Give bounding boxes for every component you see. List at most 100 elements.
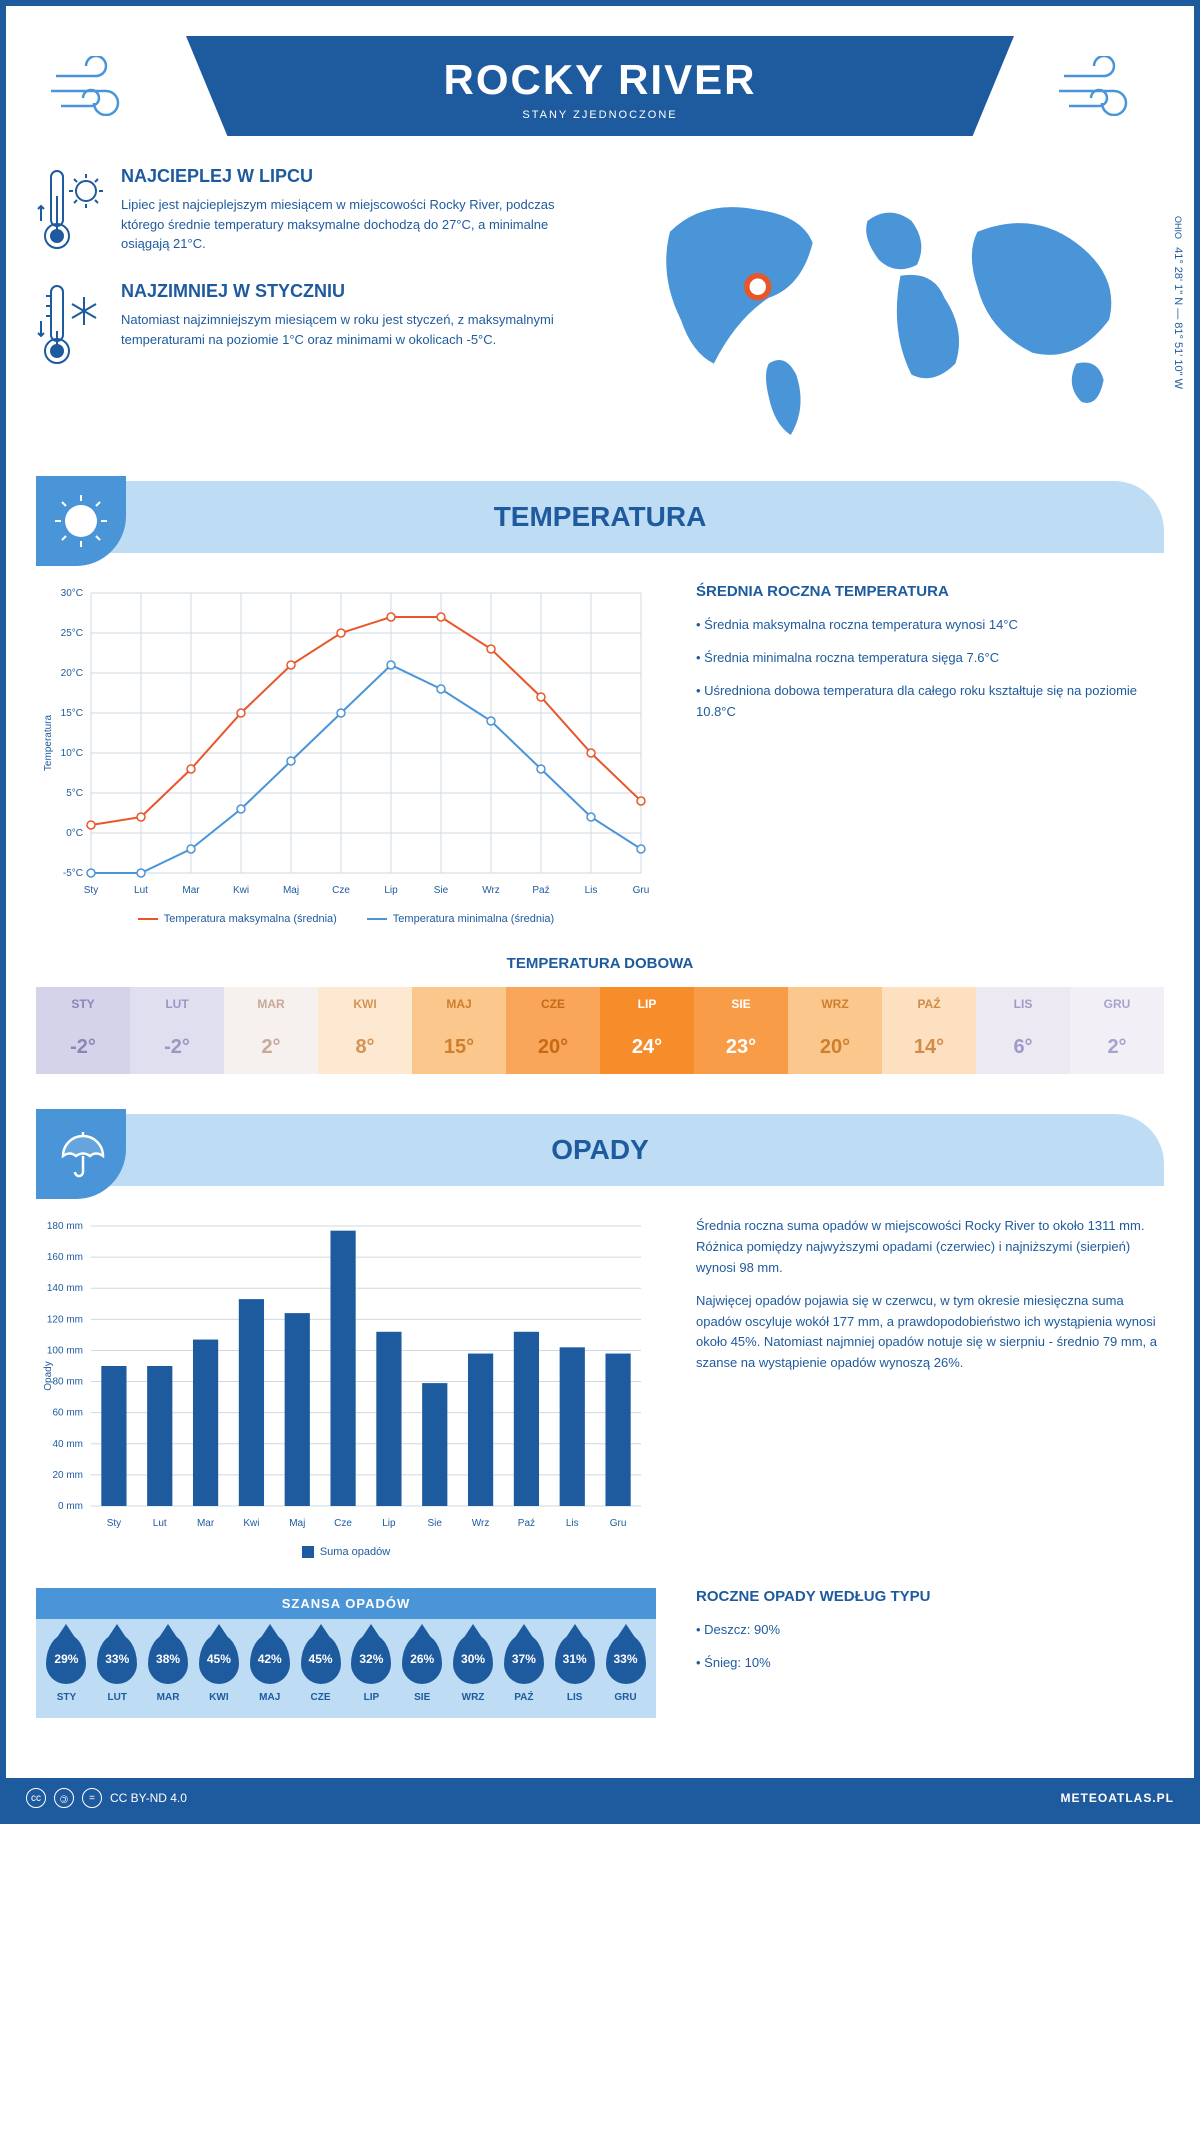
temp-cell-month: MAR — [224, 987, 318, 1021]
warmest-text: Lipiec jest najcieplejszym miesiącem w m… — [121, 195, 585, 254]
latlon-label: 41° 28' 1" N — 81° 51' 10" W — [1172, 247, 1184, 389]
daily-temp-table: STY-2°LUT-2°MAR2°KWI8°MAJ15°CZE20°LIP24°… — [36, 987, 1164, 1074]
temp-cell: PAŹ14° — [882, 987, 976, 1074]
site-name: METEOATLAS.PL — [1061, 1791, 1174, 1805]
svg-text:Kwi: Kwi — [243, 1518, 259, 1529]
sun-icon — [36, 476, 126, 566]
coordinates: OHIO 41° 28' 1" N — 81° 51' 10" W — [1172, 216, 1184, 389]
world-map: OHIO 41° 28' 1" N — 81° 51' 10" W — [615, 166, 1164, 451]
rain-drop: 38% — [148, 1634, 188, 1684]
temp-cell-value: 15° — [412, 1021, 506, 1074]
rain-drop: 26% — [402, 1634, 442, 1684]
svg-text:Mar: Mar — [182, 885, 200, 896]
temp-cell-value: -2° — [36, 1021, 130, 1074]
temp-cell: CZE20° — [506, 987, 600, 1074]
svg-text:Lip: Lip — [382, 1518, 396, 1529]
temp-cell-value: 8° — [318, 1021, 412, 1074]
svg-text:Lis: Lis — [566, 1518, 579, 1529]
wind-icon — [46, 56, 146, 116]
svg-text:30°C: 30°C — [61, 588, 83, 599]
svg-text:100 mm: 100 mm — [47, 1346, 83, 1357]
svg-text:Sie: Sie — [428, 1518, 443, 1529]
temp-info-b1: • Średnia maksymalna roczna temperatura … — [696, 615, 1164, 636]
cc-icon: cc — [26, 1788, 46, 1808]
svg-text:Opady: Opady — [43, 1362, 54, 1391]
drop-month: WRZ — [448, 1692, 499, 1703]
temp-info: ŚREDNIA ROCZNA TEMPERATURA • Średnia mak… — [696, 583, 1164, 925]
legend-min: Temperatura minimalna (średnia) — [393, 913, 554, 925]
drop-cell: 42%MAJ — [244, 1634, 295, 1703]
page-subtitle: STANY ZJEDNOCZONE — [186, 109, 1014, 121]
svg-text:Lis: Lis — [585, 885, 598, 896]
drop-cell: 45% KWI — [193, 1634, 244, 1703]
daily-temp-title: TEMPERATURA DOBOWA — [36, 955, 1164, 972]
rain-drop: 42% — [250, 1634, 290, 1684]
rain-drop: 31% — [555, 1634, 595, 1684]
rain-chance-title: SZANSA OPADÓW — [36, 1588, 656, 1619]
svg-text:-5°C: -5°C — [63, 868, 83, 879]
svg-text:Paź: Paź — [518, 1518, 535, 1529]
drop-month: LIS — [549, 1692, 600, 1703]
svg-text:5°C: 5°C — [66, 788, 83, 799]
drop-month: SIE — [397, 1692, 448, 1703]
svg-text:Lip: Lip — [384, 885, 398, 896]
temp-cell-value: 24° — [600, 1021, 694, 1074]
rain-type-b1: • Deszcz: 90% — [696, 1620, 1164, 1641]
coldest-block: NAJZIMNIEJ W STYCZNIU Natomiast najzimni… — [36, 281, 585, 371]
rain-info: Średnia roczna suma opadów w miejscowośc… — [696, 1216, 1164, 1558]
svg-text:Sie: Sie — [434, 885, 449, 896]
temp-cell-value: 20° — [506, 1021, 600, 1074]
temp-cell: WRZ20° — [788, 987, 882, 1074]
temp-cell: LIP24° — [600, 987, 694, 1074]
footer: cc 🄯 = CC BY-ND 4.0 METEOATLAS.PL — [6, 1778, 1194, 1818]
drop-cell: 45%CZE — [295, 1634, 346, 1703]
temp-cell-value: 14° — [882, 1021, 976, 1074]
temp-cell: LIS6° — [976, 987, 1070, 1074]
temp-cell: LUT-2° — [130, 987, 224, 1074]
rain-drop: 45% — [199, 1634, 239, 1684]
svg-text:20 mm: 20 mm — [52, 1470, 83, 1481]
license-text: CC BY-ND 4.0 — [110, 1791, 187, 1805]
drop-cell: 38%MAR — [143, 1634, 194, 1703]
rain-drop: 33% — [97, 1634, 137, 1684]
by-icon: 🄯 — [54, 1788, 74, 1808]
rain-drop: 37% — [504, 1634, 544, 1684]
svg-text:60 mm: 60 mm — [52, 1408, 83, 1419]
drop-cell: 26% SIE — [397, 1634, 448, 1703]
svg-text:Cze: Cze — [332, 885, 350, 896]
page-header: ROCKY RIVER STANY ZJEDNOCZONE — [186, 36, 1014, 136]
svg-text:40 mm: 40 mm — [52, 1439, 83, 1450]
drop-cell: 32%LIP — [346, 1634, 397, 1703]
rain-drop: 45% — [301, 1634, 341, 1684]
rain-drop: 29% — [46, 1634, 86, 1684]
temp-cell-month: GRU — [1070, 987, 1164, 1021]
svg-text:Maj: Maj — [289, 1518, 305, 1529]
section-temp-title: TEMPERATURA — [494, 501, 707, 532]
drop-month: LIP — [346, 1692, 397, 1703]
wind-icon — [1054, 56, 1154, 116]
temp-cell-month: KWI — [318, 987, 412, 1021]
temp-cell-month: MAJ — [412, 987, 506, 1021]
rain-type-heading: ROCZNE OPADY WEDŁUG TYPU — [696, 1588, 1164, 1605]
rain-type-info: ROCZNE OPADY WEDŁUG TYPU • Deszcz: 90% •… — [696, 1588, 1164, 1748]
temp-cell-month: SIE — [694, 987, 788, 1021]
umbrella-icon — [36, 1109, 126, 1199]
svg-text:80 mm: 80 mm — [52, 1377, 83, 1388]
svg-text:Sty: Sty — [107, 1518, 121, 1529]
rain-chance-block: SZANSA OPADÓW 29%STY33%LUT38%MAR45%KWI42… — [36, 1588, 656, 1718]
coldest-text: Natomiast najzimniejszym miesiącem w rok… — [121, 310, 585, 349]
header-wrap: ROCKY RIVER STANY ZJEDNOCZONE — [36, 36, 1164, 136]
rain-type-b2: • Śnieg: 10% — [696, 1653, 1164, 1674]
temp-cell: SIE23° — [694, 987, 788, 1074]
svg-text:Sty: Sty — [84, 885, 98, 896]
drop-month: KWI — [193, 1692, 244, 1703]
section-precipitation: OPADY — [36, 1114, 1164, 1186]
rain-info-p2: Najwięcej opadów pojawia się w czerwcu, … — [696, 1291, 1164, 1374]
svg-text:140 mm: 140 mm — [47, 1284, 83, 1295]
temp-cell-value: -2° — [130, 1021, 224, 1074]
temp-legend: Temperatura maksymalna (średnia) Tempera… — [36, 913, 656, 925]
state-label: OHIO — [1173, 216, 1183, 239]
drop-cell: 29%STY — [41, 1634, 92, 1703]
warmest-block: NAJCIEPLEJ W LIPCU Lipiec jest najcieple… — [36, 166, 585, 256]
precipitation-chart: 0 mm20 mm40 mm60 mm80 mm100 mm120 mm140 … — [36, 1216, 656, 1536]
